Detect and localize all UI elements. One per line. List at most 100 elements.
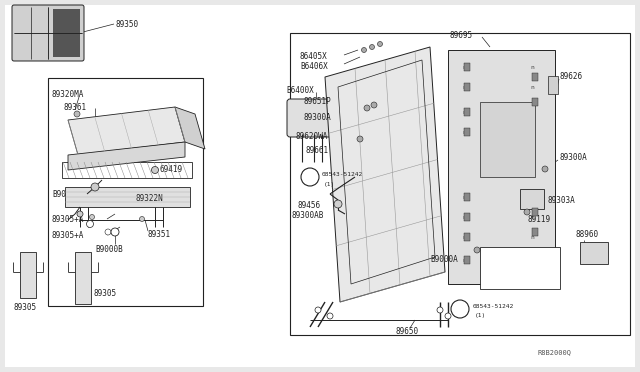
Text: 89305: 89305: [14, 302, 37, 311]
Text: n: n: [462, 195, 466, 199]
Bar: [290, 33, 630, 335]
Text: 89119: 89119: [527, 215, 550, 224]
FancyBboxPatch shape: [12, 5, 84, 61]
Circle shape: [524, 209, 530, 215]
Circle shape: [451, 300, 469, 318]
Text: n: n: [462, 84, 466, 90]
Circle shape: [90, 215, 95, 219]
Polygon shape: [448, 50, 555, 284]
Circle shape: [77, 211, 83, 217]
Circle shape: [357, 136, 363, 142]
Bar: [480, 102, 535, 177]
Circle shape: [105, 229, 111, 235]
Text: B6406X: B6406X: [300, 61, 328, 71]
Bar: [548, 76, 558, 94]
Text: n: n: [530, 195, 534, 199]
Bar: [532, 208, 538, 216]
Bar: [532, 98, 538, 106]
Text: (1): (1): [324, 182, 335, 186]
Text: n: n: [462, 215, 466, 219]
Text: 89305: 89305: [93, 289, 116, 298]
Bar: [464, 213, 470, 221]
Text: 89695: 89695: [450, 31, 473, 39]
Bar: [464, 193, 470, 201]
Text: n: n: [530, 215, 534, 219]
Text: (1): (1): [475, 314, 486, 318]
Text: n: n: [530, 109, 534, 115]
Text: 89361: 89361: [64, 103, 87, 112]
Text: n: n: [530, 84, 534, 90]
Circle shape: [91, 183, 99, 191]
Circle shape: [140, 217, 145, 221]
Bar: [532, 73, 538, 81]
Text: n: n: [462, 64, 466, 70]
Bar: [464, 108, 470, 116]
Circle shape: [445, 313, 451, 319]
Text: 89350: 89350: [115, 19, 138, 29]
Text: 86405X: 86405X: [300, 51, 328, 61]
Text: 69419: 69419: [160, 164, 183, 173]
Text: R8B2000Q: R8B2000Q: [538, 349, 572, 355]
Bar: [62, 162, 192, 178]
Text: 89620WA: 89620WA: [296, 131, 328, 141]
Bar: [464, 233, 470, 241]
Text: 89651P: 89651P: [303, 96, 331, 106]
Text: 08543-51242: 08543-51242: [322, 171, 364, 176]
Bar: [20, 252, 36, 298]
Text: B6400X: B6400X: [286, 86, 314, 94]
Bar: [75, 252, 91, 304]
Circle shape: [364, 105, 370, 111]
Bar: [464, 128, 470, 136]
Text: 89456: 89456: [297, 201, 320, 209]
Text: 89457M: 89457M: [487, 266, 515, 276]
FancyBboxPatch shape: [287, 99, 339, 137]
Circle shape: [111, 228, 119, 236]
Polygon shape: [175, 107, 205, 149]
Bar: [532, 228, 538, 236]
Circle shape: [378, 42, 383, 46]
Polygon shape: [68, 107, 185, 155]
Circle shape: [334, 200, 342, 208]
Bar: [53, 9, 80, 57]
Text: 89661: 89661: [305, 145, 328, 154]
Text: S: S: [458, 306, 462, 312]
Bar: [464, 83, 470, 91]
Polygon shape: [68, 142, 185, 170]
Text: n: n: [462, 109, 466, 115]
Text: B9010FA: B9010FA: [52, 189, 84, 199]
Text: 89305+A: 89305+A: [52, 231, 84, 240]
Circle shape: [74, 111, 80, 117]
Bar: [520, 189, 544, 209]
Text: 89300AB: 89300AB: [292, 211, 324, 219]
Circle shape: [315, 307, 321, 313]
Polygon shape: [325, 47, 445, 302]
Text: n: n: [462, 129, 466, 135]
Bar: [580, 242, 608, 264]
Circle shape: [369, 45, 374, 49]
Bar: [48, 78, 203, 306]
Text: 89303A: 89303A: [548, 196, 576, 205]
Bar: [480, 247, 560, 289]
Text: 89305+A: 89305+A: [52, 215, 84, 224]
Text: 88960: 88960: [575, 230, 598, 238]
Polygon shape: [65, 187, 190, 207]
Text: n: n: [462, 257, 466, 263]
Text: 89300A: 89300A: [560, 153, 588, 161]
Text: n: n: [530, 64, 534, 70]
Circle shape: [86, 221, 93, 228]
Text: 89650: 89650: [395, 327, 418, 337]
Text: 89300A: 89300A: [303, 112, 331, 122]
Bar: [464, 63, 470, 71]
Text: S: S: [308, 174, 312, 180]
Text: 89626: 89626: [560, 71, 583, 80]
Bar: [464, 256, 470, 264]
Circle shape: [542, 166, 548, 172]
Circle shape: [327, 313, 333, 319]
Circle shape: [362, 48, 367, 52]
Text: B9000B: B9000B: [95, 246, 123, 254]
Text: B9000A: B9000A: [430, 254, 458, 263]
Text: 08543-51242: 08543-51242: [473, 304, 515, 308]
Circle shape: [474, 247, 480, 253]
Text: 89351: 89351: [148, 230, 171, 238]
Circle shape: [437, 307, 443, 313]
